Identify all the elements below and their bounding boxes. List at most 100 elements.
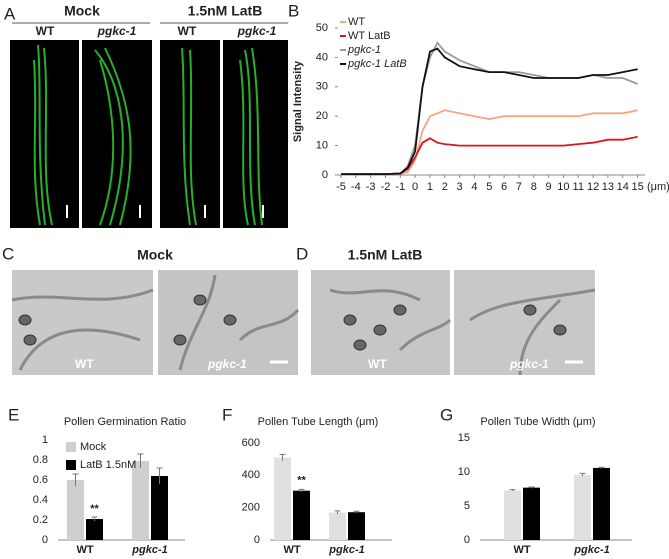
panel-title: Mock bbox=[137, 247, 173, 263]
y-tick-label: 600 bbox=[242, 437, 260, 449]
x-tick-label: WT bbox=[283, 544, 300, 556]
y-tick-label: 20 bbox=[316, 110, 328, 122]
series-line bbox=[341, 135, 638, 175]
x-tick-label: pgkc-1 bbox=[328, 544, 364, 556]
x-tick-label: 9 bbox=[546, 181, 552, 193]
significance: ** bbox=[297, 475, 306, 487]
error-bar bbox=[137, 453, 144, 468]
error-bar bbox=[156, 467, 163, 484]
x-tick-label: 6 bbox=[501, 181, 507, 193]
y-tick-label: 1 bbox=[42, 434, 48, 446]
x-tick-label: pgkc-1 bbox=[131, 544, 167, 556]
y-tick-label: 10 bbox=[458, 466, 470, 478]
bar bbox=[67, 480, 84, 540]
panel-title: 1.5nM LatB bbox=[348, 247, 423, 263]
x-tick-label: 0 bbox=[412, 181, 418, 193]
y-tick-label: 200 bbox=[242, 502, 260, 514]
y-tick-label: 400 bbox=[242, 469, 260, 481]
y-tick-label: 0.8 bbox=[33, 454, 48, 466]
bar bbox=[132, 461, 149, 540]
chart-title: Pollen Tube Width (μm) bbox=[480, 416, 595, 428]
bar bbox=[151, 476, 168, 540]
bar bbox=[329, 512, 346, 540]
x-tick-label: 3 bbox=[457, 181, 463, 193]
x-tick-label: -1 bbox=[395, 181, 405, 193]
image-label: pgkc-1 bbox=[207, 357, 247, 371]
bar bbox=[593, 467, 610, 540]
error-bar bbox=[72, 473, 79, 486]
y-tick-label: 30 bbox=[316, 81, 328, 93]
image-label: WT bbox=[75, 357, 94, 371]
y-tick-label: 0 bbox=[254, 534, 260, 546]
y-tick-label: 0 bbox=[464, 534, 470, 546]
legend-label: pgkc-1 LatB bbox=[347, 58, 407, 70]
error-bar bbox=[298, 488, 305, 492]
x-tick-label: 8 bbox=[531, 181, 537, 193]
x-tick-label: 13 bbox=[602, 181, 614, 193]
bar bbox=[574, 474, 591, 540]
image-label: WT bbox=[368, 357, 387, 371]
x-tick-label: 2 bbox=[442, 181, 448, 193]
y-tick-label: 50 bbox=[316, 22, 328, 34]
error-bar bbox=[91, 516, 98, 521]
series-line bbox=[341, 47, 638, 175]
x-tick-label: WT bbox=[513, 544, 530, 556]
bar bbox=[504, 490, 521, 540]
bar bbox=[348, 512, 365, 540]
x-tick-label: WT bbox=[76, 544, 93, 556]
legend-label: LatB 1.5nM bbox=[80, 459, 136, 471]
y-tick-label: 15 bbox=[458, 432, 470, 444]
legend-label: WT LatB bbox=[348, 30, 391, 42]
bar bbox=[86, 519, 103, 540]
chart-title: Pollen Germination Ratio bbox=[64, 416, 186, 428]
x-tick-label: 10 bbox=[557, 181, 569, 193]
x-tick-label: -5 bbox=[336, 181, 346, 193]
significance: ** bbox=[90, 503, 99, 515]
bar bbox=[274, 457, 291, 540]
legend-swatch bbox=[66, 460, 76, 470]
chart-title: Pollen Tube Length (μm) bbox=[258, 416, 379, 428]
error-bar bbox=[334, 510, 341, 515]
error-bar bbox=[509, 489, 516, 492]
y-tick-label: 0.4 bbox=[33, 494, 48, 506]
y-tick-label: 0.6 bbox=[33, 474, 48, 486]
error-bar bbox=[598, 466, 605, 469]
error-bar bbox=[579, 472, 586, 477]
x-tick-label: -2 bbox=[381, 181, 391, 193]
column-label: pgkc-1 bbox=[237, 24, 277, 38]
group-label: Mock bbox=[64, 3, 100, 19]
image-label: pgkc-1 bbox=[509, 357, 549, 371]
panel-letter: C bbox=[2, 244, 14, 263]
y-tick-label: 0 bbox=[42, 534, 48, 546]
column-label: pgkc-1 bbox=[97, 24, 137, 38]
panel-letter: A bbox=[4, 4, 16, 23]
y-tick-label: 5 bbox=[464, 500, 470, 512]
bar bbox=[523, 487, 540, 540]
y-axis-label: Signal Intensity bbox=[292, 60, 304, 142]
bar bbox=[293, 490, 310, 540]
error-bar bbox=[279, 453, 286, 461]
column-label: WT bbox=[36, 24, 55, 38]
micrographs-cd bbox=[11, 270, 596, 376]
y-tick-label: 0.2 bbox=[33, 514, 48, 526]
panel-letter: F bbox=[222, 405, 232, 424]
micrographs-a bbox=[10, 40, 288, 228]
panel-letter: D bbox=[296, 244, 308, 263]
x-tick-label: -4 bbox=[351, 181, 361, 193]
column-label: WT bbox=[178, 24, 197, 38]
legend-swatch bbox=[66, 442, 76, 452]
error-bar bbox=[528, 486, 535, 489]
x-tick-label: pgkc-1 bbox=[573, 544, 609, 556]
x-tick-label: 4 bbox=[471, 181, 477, 193]
panel-letter: E bbox=[8, 405, 19, 424]
legend-label: Mock bbox=[80, 441, 107, 453]
y-tick-label: 0 bbox=[322, 169, 328, 181]
panel-letter: B bbox=[288, 1, 299, 20]
legend-label: pgkc-1 bbox=[347, 44, 381, 56]
error-bar bbox=[353, 510, 360, 514]
x-tick-label: 15 bbox=[631, 181, 643, 193]
x-tick-label: -3 bbox=[366, 181, 376, 193]
x-tick-label: 1 bbox=[427, 181, 433, 193]
x-tick-label: 12 bbox=[587, 181, 599, 193]
panel-letter: G bbox=[440, 405, 453, 424]
